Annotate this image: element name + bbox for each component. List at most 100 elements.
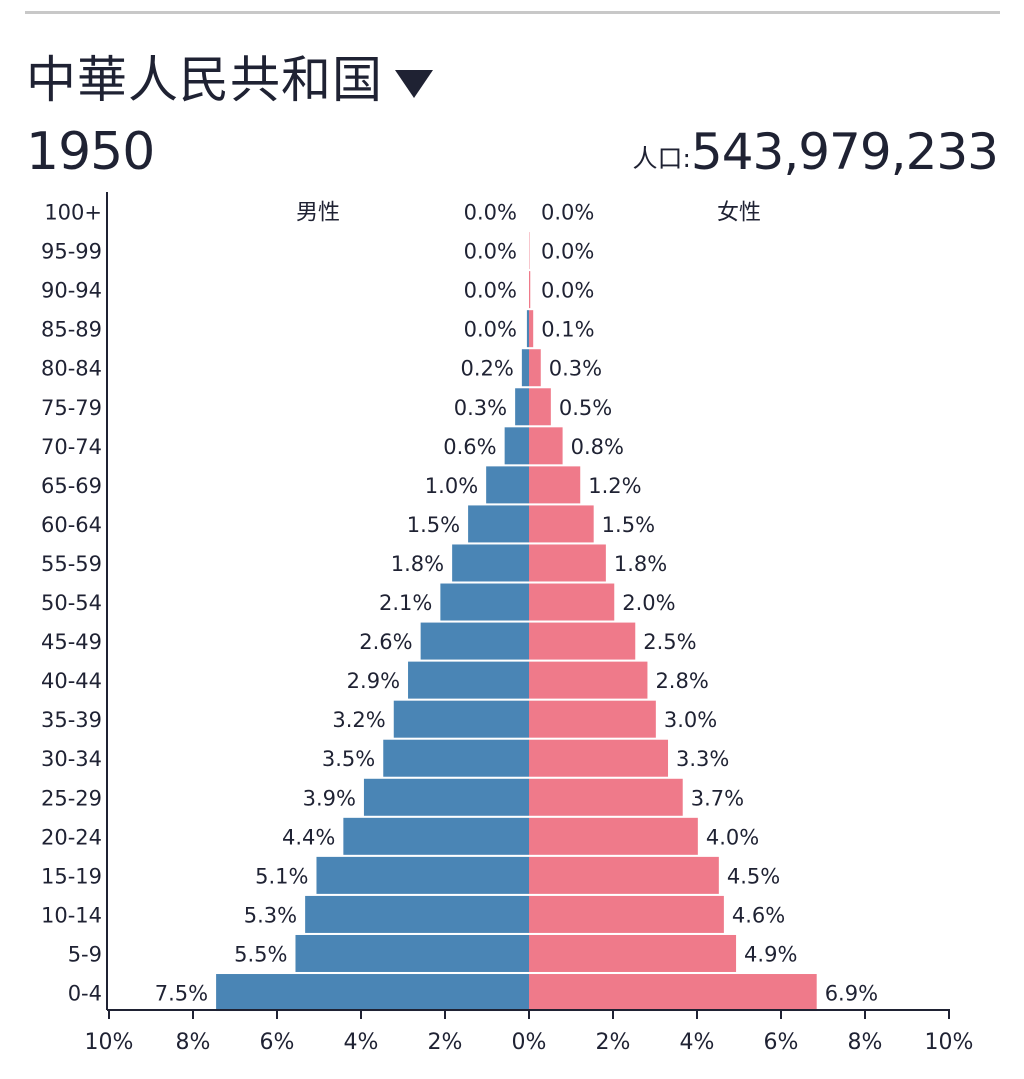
age-group-label: 20-24 bbox=[41, 825, 102, 849]
male-value-label: 2.1% bbox=[379, 591, 432, 615]
male-value-label: 5.1% bbox=[255, 864, 308, 888]
male-value-label: 3.2% bbox=[332, 708, 385, 732]
male-value-label: 3.5% bbox=[322, 747, 375, 771]
age-group-label: 40-44 bbox=[41, 669, 102, 693]
x-tick-label: 10% bbox=[925, 1030, 974, 1055]
male-bar bbox=[305, 895, 529, 933]
male-bar bbox=[420, 622, 529, 660]
female-series-label: 女性 bbox=[717, 201, 761, 226]
age-group-label: 95-99 bbox=[41, 240, 102, 264]
age-group-label: 65-69 bbox=[41, 474, 102, 498]
male-value-label: 4.4% bbox=[282, 825, 335, 849]
female-value-label: 4.6% bbox=[732, 903, 785, 927]
male-bar bbox=[295, 934, 529, 972]
female-value-label: 1.5% bbox=[602, 513, 655, 537]
male-bar bbox=[468, 505, 529, 543]
male-bar bbox=[521, 349, 529, 387]
female-bar bbox=[529, 427, 563, 465]
male-bar bbox=[452, 544, 529, 582]
x-tick-label: 2% bbox=[596, 1030, 631, 1055]
age-group-label: 55-59 bbox=[41, 552, 102, 576]
female-bar bbox=[529, 856, 719, 894]
male-bar bbox=[393, 700, 529, 738]
female-bar bbox=[529, 388, 551, 426]
female-value-label: 4.9% bbox=[744, 942, 797, 966]
year-label: 1950 bbox=[26, 122, 155, 182]
male-bar bbox=[383, 739, 529, 777]
female-value-label: 0.5% bbox=[559, 396, 612, 420]
female-bar bbox=[529, 505, 594, 543]
male-bar bbox=[440, 583, 529, 621]
female-bar bbox=[529, 817, 698, 855]
female-value-label: 0.0% bbox=[541, 279, 594, 303]
male-bar bbox=[363, 778, 529, 816]
male-value-label: 5.5% bbox=[234, 942, 287, 966]
female-bar bbox=[529, 544, 606, 582]
population-label: 人口: bbox=[632, 144, 691, 173]
age-group-label: 100+ bbox=[44, 201, 102, 225]
x-tick-label: 10% bbox=[85, 1030, 134, 1055]
male-value-label: 5.3% bbox=[244, 903, 297, 927]
female-value-label: 4.0% bbox=[706, 825, 759, 849]
male-value-label: 0.6% bbox=[443, 435, 496, 459]
female-bar bbox=[529, 583, 615, 621]
female-value-label: 0.1% bbox=[541, 318, 594, 342]
female-value-label: 3.3% bbox=[676, 747, 729, 771]
male-value-label: 0.0% bbox=[464, 240, 517, 264]
top-divider bbox=[25, 11, 1000, 14]
male-value-label: 2.6% bbox=[359, 630, 412, 654]
population-readout: 人口:543,979,233 bbox=[632, 120, 999, 184]
age-group-label: 50-54 bbox=[41, 591, 102, 615]
age-group-label: 5-9 bbox=[68, 942, 102, 966]
male-value-label: 0.2% bbox=[461, 357, 514, 381]
age-group-label: 75-79 bbox=[41, 396, 102, 420]
female-value-label: 6.9% bbox=[825, 982, 878, 1006]
female-bar bbox=[529, 700, 656, 738]
age-group-label: 25-29 bbox=[41, 786, 102, 810]
female-bar bbox=[529, 466, 581, 504]
age-group-label: 35-39 bbox=[41, 708, 102, 732]
female-value-label: 3.0% bbox=[664, 708, 717, 732]
female-value-label: 0.3% bbox=[549, 357, 602, 381]
x-tick-label: 8% bbox=[848, 1030, 883, 1055]
female-value-label: 3.7% bbox=[691, 786, 744, 810]
female-bar bbox=[529, 974, 817, 1012]
age-group-label: 15-19 bbox=[41, 864, 102, 888]
female-value-label: 1.8% bbox=[614, 552, 667, 576]
male-value-label: 0.0% bbox=[464, 279, 517, 303]
male-bar bbox=[486, 466, 529, 504]
male-bar bbox=[526, 310, 529, 348]
male-bar bbox=[408, 661, 529, 699]
country-title[interactable]: 中華人民共和国 bbox=[26, 51, 383, 109]
male-value-label: 7.5% bbox=[155, 982, 208, 1006]
x-tick-label: 6% bbox=[260, 1030, 295, 1055]
male-value-label: 3.9% bbox=[303, 786, 356, 810]
female-value-label: 2.8% bbox=[655, 669, 708, 693]
male-value-label: 0.0% bbox=[464, 201, 517, 225]
female-bar bbox=[529, 271, 531, 309]
age-group-label: 85-89 bbox=[41, 318, 102, 342]
age-group-label: 30-34 bbox=[41, 747, 102, 771]
x-tick-label: 8% bbox=[176, 1030, 211, 1055]
caret-down-icon[interactable] bbox=[393, 68, 435, 100]
female-value-label: 4.5% bbox=[727, 864, 780, 888]
female-value-label: 0.0% bbox=[541, 240, 594, 264]
female-value-label: 0.8% bbox=[571, 435, 624, 459]
male-value-label: 1.5% bbox=[407, 513, 460, 537]
x-tick-label: 2% bbox=[428, 1030, 463, 1055]
female-bar bbox=[529, 934, 737, 972]
age-group-label: 70-74 bbox=[41, 435, 102, 459]
female-bar bbox=[529, 739, 669, 777]
x-tick-label: 6% bbox=[764, 1030, 799, 1055]
male-value-label: 1.8% bbox=[391, 552, 444, 576]
female-bar bbox=[529, 895, 724, 933]
male-value-label: 1.0% bbox=[425, 474, 478, 498]
population-value: 543,979,233 bbox=[690, 123, 999, 181]
female-value-label: 2.5% bbox=[643, 630, 696, 654]
female-bar bbox=[529, 778, 683, 816]
female-value-label: 2.0% bbox=[622, 591, 675, 615]
female-bar bbox=[529, 310, 534, 348]
female-bar bbox=[529, 622, 636, 660]
male-series-label: 男性 bbox=[296, 201, 340, 226]
age-group-label: 60-64 bbox=[41, 513, 102, 537]
